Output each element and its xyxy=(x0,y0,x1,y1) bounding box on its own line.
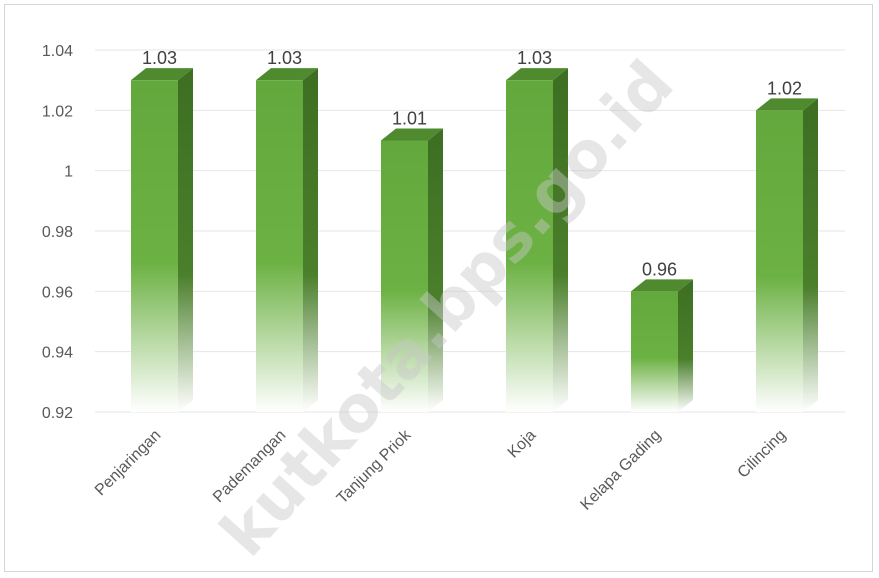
bar xyxy=(506,68,568,413)
data-label: 0.96 xyxy=(642,259,677,279)
x-tick-label: Cilincing xyxy=(735,427,790,482)
y-tick-label: 1.02 xyxy=(42,103,73,120)
bar-top xyxy=(756,98,818,111)
bar-side xyxy=(303,68,318,413)
bar-front xyxy=(756,110,803,412)
data-label: 1.03 xyxy=(267,48,302,68)
bar-side xyxy=(678,279,693,412)
bar xyxy=(381,128,443,412)
data-label: 1.01 xyxy=(392,109,427,129)
bar-front xyxy=(131,80,178,413)
bar-side xyxy=(803,98,818,412)
x-tick-label: Kelapa Gading xyxy=(577,427,664,514)
data-label: 1.03 xyxy=(142,48,177,68)
data-label: 1.03 xyxy=(517,48,552,68)
x-tick-label: Koja xyxy=(505,427,540,462)
bar-side xyxy=(178,68,193,413)
bar xyxy=(256,68,318,413)
y-tick-label: 0.94 xyxy=(42,345,73,362)
bar xyxy=(631,279,693,412)
x-tick-label: Penjaringan xyxy=(92,427,164,499)
bar-front xyxy=(381,140,428,412)
data-labels: 1.03 1.03 1.01 1.03 0.96 1.02 xyxy=(142,48,802,279)
bar-side xyxy=(553,68,568,413)
y-tick-label: 0.98 xyxy=(42,224,73,241)
gridlines xyxy=(95,49,845,413)
bar-front xyxy=(256,80,303,413)
bar-top xyxy=(131,68,193,81)
bars xyxy=(131,68,818,413)
bar-top xyxy=(256,68,318,81)
bar xyxy=(756,98,818,412)
bar-side xyxy=(428,128,443,412)
bar-front xyxy=(506,80,553,413)
y-tick-label: 1.04 xyxy=(42,43,73,60)
y-axis-ticks: 0.92 0.94 0.96 0.98 1 1.02 1.04 xyxy=(42,43,73,422)
bar-front xyxy=(631,291,678,412)
y-tick-label: 1 xyxy=(64,164,73,181)
y-tick-label: 0.96 xyxy=(42,284,73,301)
y-tick-label: 0.92 xyxy=(42,405,73,422)
bar xyxy=(131,68,193,413)
data-label: 1.02 xyxy=(767,78,802,98)
bar-top xyxy=(631,279,693,292)
bar-top xyxy=(381,128,443,141)
bar-top xyxy=(506,68,568,81)
x-axis-ticks: Penjaringan Pademangan Tanjung Priok Koja Ke… xyxy=(92,426,789,514)
